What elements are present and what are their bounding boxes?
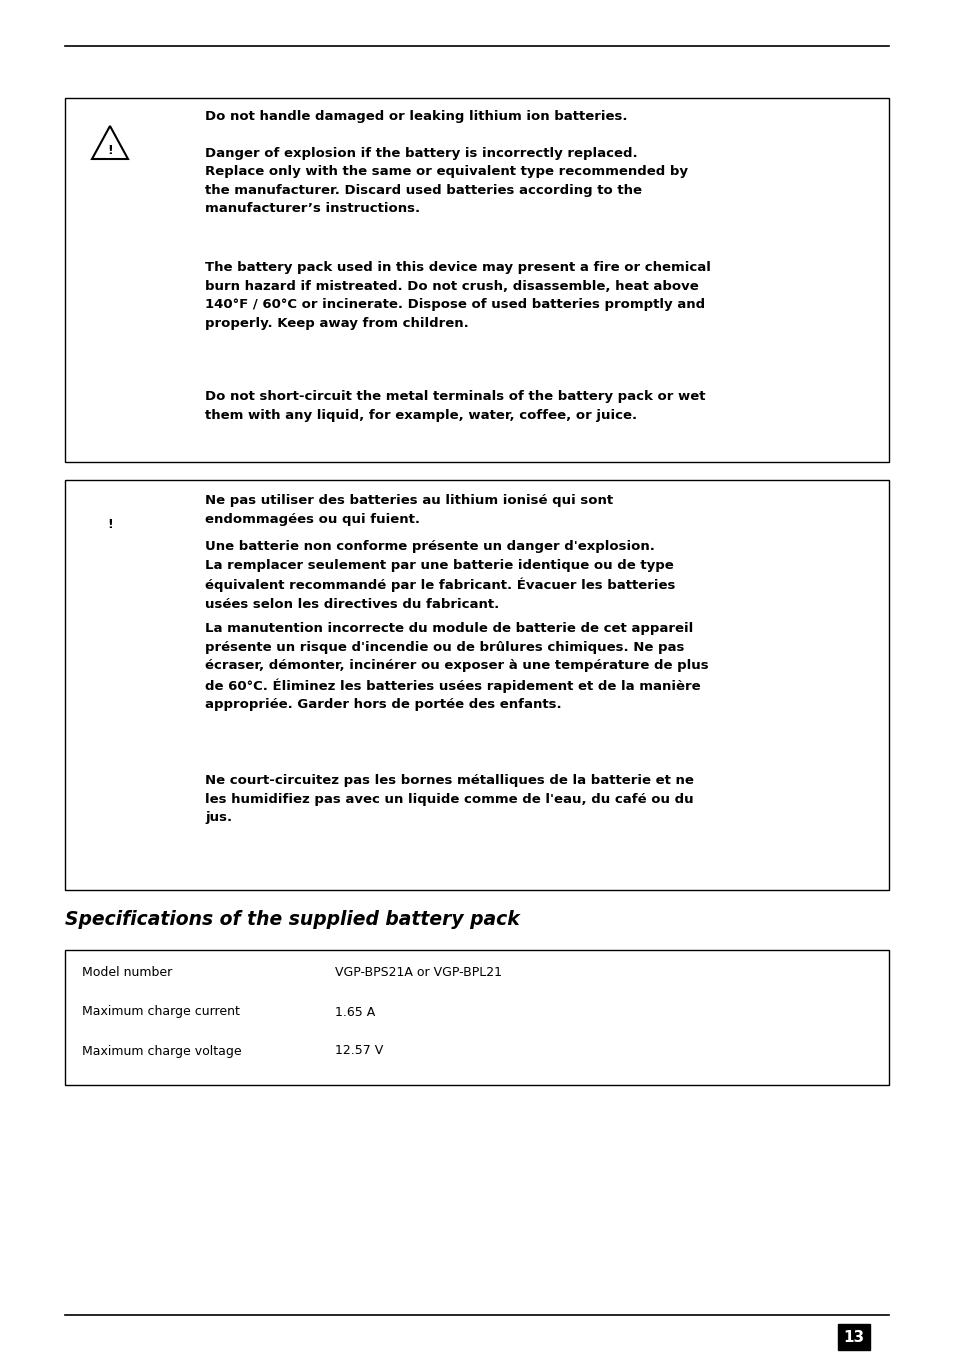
Text: !: ! <box>107 518 112 531</box>
Text: Une batterie non conforme présente un danger d'explosion.
La remplacer seulement: Une batterie non conforme présente un da… <box>205 539 675 611</box>
Text: 12.57 V: 12.57 V <box>335 1045 383 1057</box>
Text: VGP-BPS21A or VGP-BPL21: VGP-BPS21A or VGP-BPL21 <box>335 967 501 979</box>
Bar <box>65 97 888 462</box>
Polygon shape <box>91 126 128 160</box>
Polygon shape <box>91 500 128 533</box>
Text: !: ! <box>107 143 112 157</box>
Text: The battery pack used in this device may present a fire or chemical
burn hazard : The battery pack used in this device may… <box>205 261 710 330</box>
Text: Model number: Model number <box>82 967 172 979</box>
Text: 13: 13 <box>842 1329 863 1344</box>
Text: La manutention incorrecte du module de batterie de cet appareil
présente un risq: La manutention incorrecte du module de b… <box>205 622 708 711</box>
Text: Do not short-circuit the metal terminals of the battery pack or wet
them with an: Do not short-circuit the metal terminals… <box>205 389 705 422</box>
Text: Maximum charge current: Maximum charge current <box>82 1006 239 1018</box>
Text: Danger of explosion if the battery is incorrectly replaced.
Replace only with th: Danger of explosion if the battery is in… <box>205 147 687 215</box>
Text: Specifications of the supplied battery pack: Specifications of the supplied battery p… <box>65 910 519 929</box>
Text: 1.65 A: 1.65 A <box>335 1006 375 1018</box>
Text: Do not handle damaged or leaking lithium ion batteries.: Do not handle damaged or leaking lithium… <box>205 110 627 123</box>
Text: Maximum charge voltage: Maximum charge voltage <box>82 1045 241 1057</box>
Text: Ne court-circuitez pas les bornes métalliques de la batterie et ne
les humidifie: Ne court-circuitez pas les bornes métall… <box>205 773 693 823</box>
Bar <box>65 480 888 890</box>
Bar <box>65 950 888 1086</box>
Text: Ne pas utiliser des batteries au lithium ionisé qui sont
endommagées ou qui fuie: Ne pas utiliser des batteries au lithium… <box>205 493 613 526</box>
